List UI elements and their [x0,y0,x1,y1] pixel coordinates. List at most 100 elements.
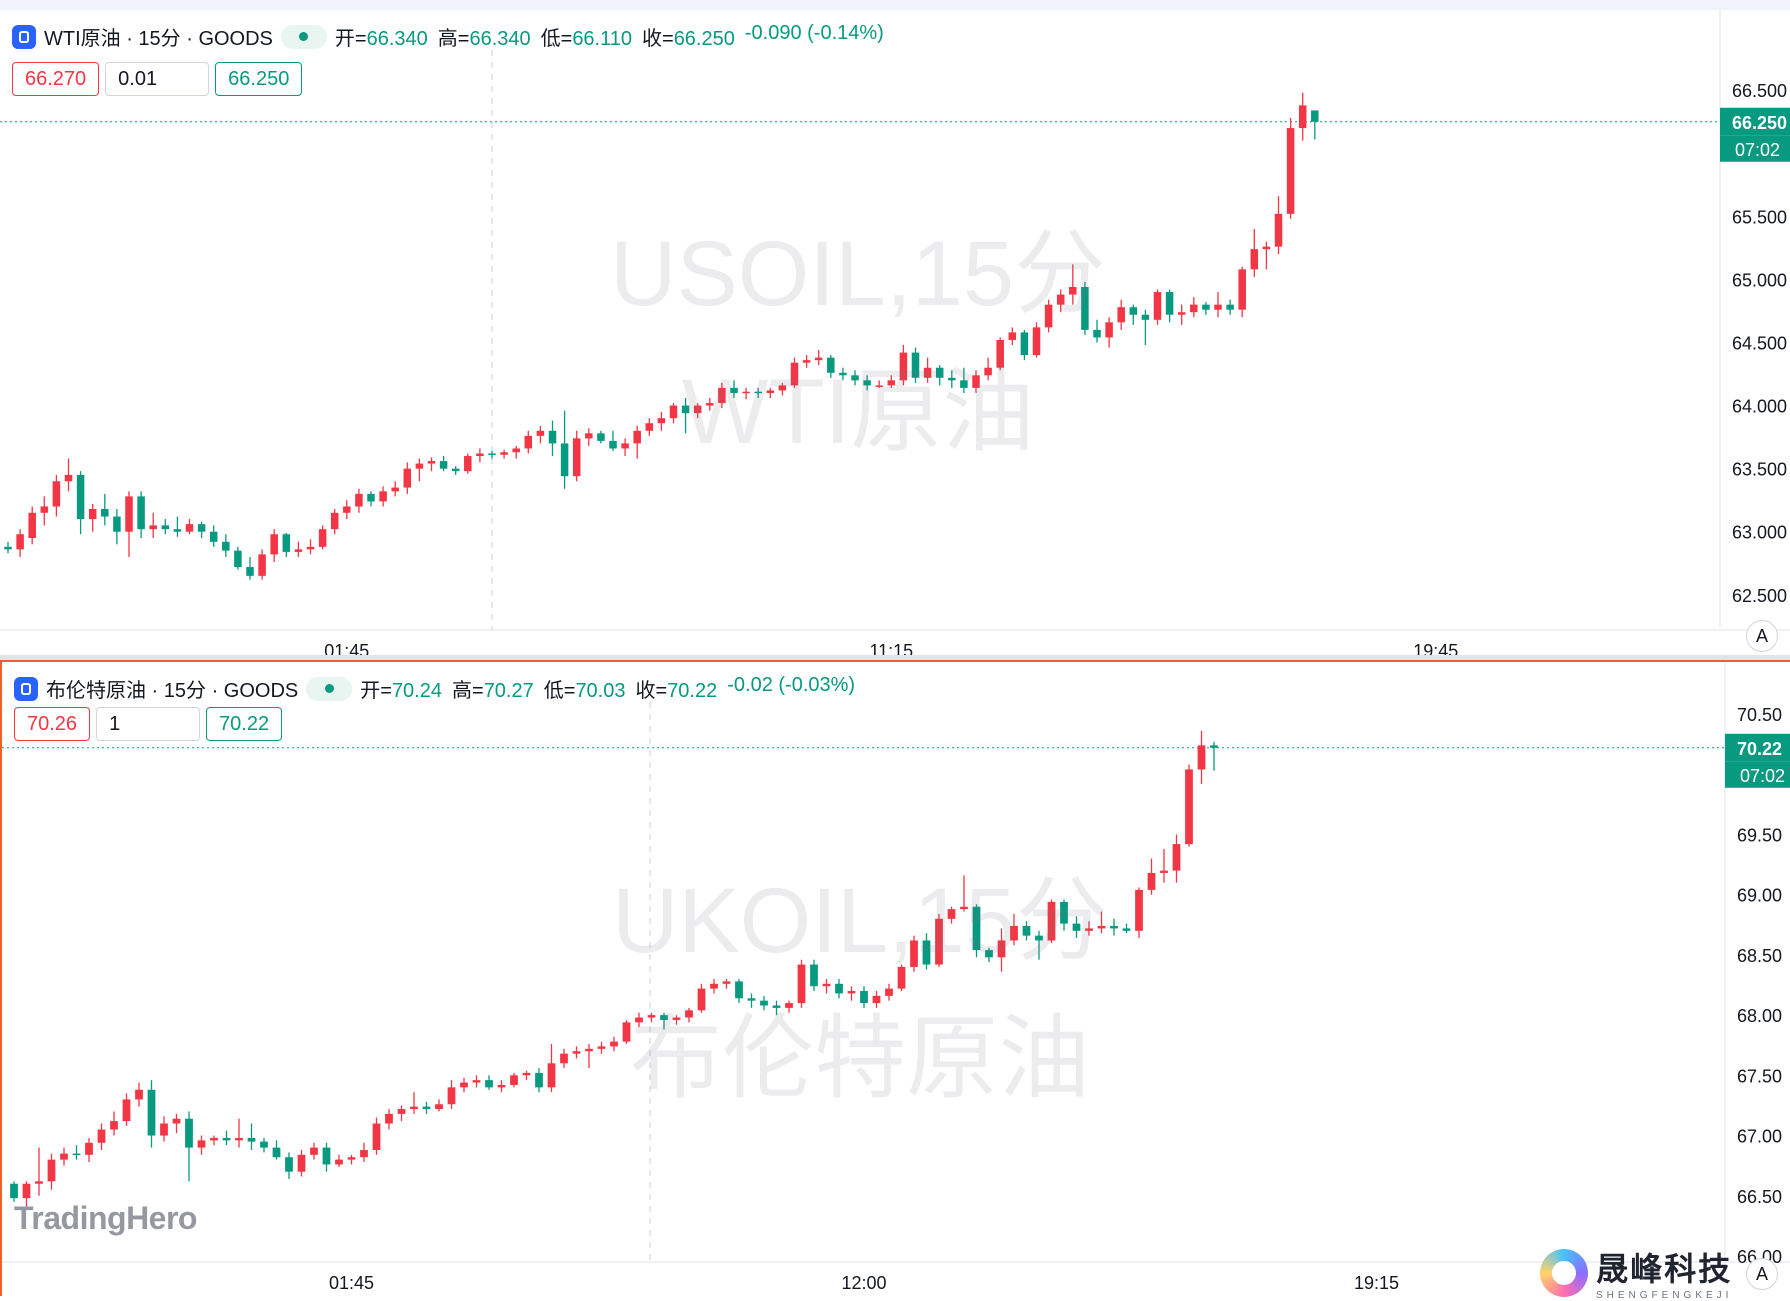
candle-body [197,524,206,532]
close-value: 70.22 [667,680,718,702]
buy-button[interactable]: 70.22 [206,707,283,741]
auto-scale-button[interactable]: A [1746,620,1778,652]
candle-body [422,1106,431,1110]
brent-chart-canvas[interactable]: 66.0066.5067.0067.5068.0068.5069.0069.50… [2,662,1790,1296]
quantity-input[interactable]: 0.01 [105,62,210,96]
candle-body [427,461,436,464]
candle-body [1056,294,1065,305]
candle-body [645,423,654,431]
symbol-lock-icon[interactable] [14,676,38,701]
candle-body [960,906,968,910]
candle-body [660,1015,668,1020]
candle-body [1060,901,1068,924]
candle-body [785,1003,793,1008]
brent-chart-pane[interactable]: 66.00 66.50 67.00 67.50 68.00 68.50 69.00 69.50… [0,660,1790,1296]
brent-watermark: UKOIL,15分 布伦特原油 [612,852,1108,1128]
candle-body [536,430,545,436]
candle-body [522,1072,531,1076]
sell-button[interactable]: 66.270 [12,62,100,96]
quantity-input[interactable]: 1 [96,707,201,741]
wti-chart-canvas[interactable]: 62.500 63.000 63.500 64.000 64.500 65.000 65.5… [0,10,1790,655]
candle-body [161,525,170,530]
candle-body [294,549,303,552]
pane-separator[interactable] [0,655,1790,660]
brent-ohlc: 开=70.24 高=70.27 低=70.03 收=70.22 -0.02 (-… [360,674,856,702]
candle-body [355,493,363,507]
candle-body [1147,873,1156,890]
candle-body [306,546,315,550]
candle-body [464,456,472,472]
sell-button[interactable]: 70.26 [14,707,91,741]
candle-body [310,1147,318,1155]
candle-body [535,1072,543,1088]
candle-body [222,541,230,551]
candle-body [1250,249,1259,270]
buy-button[interactable]: 66.250 [215,62,303,96]
candle-body [101,509,109,517]
candle-body [246,567,254,576]
brent-watermark-name: 布伦特原油 [629,1008,1090,1110]
candle-body [747,998,756,1001]
candle-body [282,534,291,552]
candle-body [1197,745,1206,770]
brent-trade-panel: 70.26 1 70.22 [14,707,283,741]
symbol-lock-icon[interactable] [12,24,36,49]
candle-body [693,405,702,414]
low-value: 66.110 [572,28,632,50]
candle-body [685,1010,693,1018]
brent-symbol-title[interactable]: 布伦特原油 · 15分 · GOODS [46,680,299,702]
price-axis-tick: 68.00 [1737,1006,1782,1026]
candle-body [1153,292,1162,320]
candle-body [730,387,738,393]
candle-body [1226,304,1234,310]
candle-body [585,433,593,439]
candle-body [1008,332,1017,340]
candle-body [415,463,424,469]
auto-scale-button[interactable]: A [1746,1258,1778,1290]
wti-chart-pane[interactable]: 62.500 63.000 63.500 64.000 64.500 65.000 65.5… [0,10,1790,655]
last-price-value: 70.22 [1737,739,1782,759]
candle-body [234,550,242,568]
wti-symbol-title[interactable]: WTI原油 · 15分 · GOODS [44,28,273,50]
candle-body [403,468,412,488]
shengfeng-logo: 晟峰科技 SHENGFENGKEJI [1540,1244,1732,1301]
candle-body [137,496,145,530]
candle-body [185,524,194,532]
candle-body [125,496,133,532]
candle-body [149,525,157,530]
candle-body [872,995,881,1004]
open-value: 66.340 [366,28,428,50]
candle-body [548,430,557,444]
candle-body [766,390,775,393]
high-value: 66.340 [469,28,531,50]
candle-body [681,405,690,414]
market-status-icon[interactable] [280,24,327,49]
wti-trade-panel: 66.270 0.01 66.250 [12,62,303,96]
candle-body [875,385,883,387]
candle-body [814,357,823,361]
candle-body [822,983,831,987]
brent-legend: 布伦特原油 · 15分 · GOODS 开=70.24 高=70.27 低=70… [14,674,855,703]
candle-body [1185,769,1193,845]
candle-body [742,391,750,394]
shengfeng-logo-icon [1540,1248,1588,1297]
candle-body [897,966,906,989]
price-axis-tick: 69.00 [1737,886,1782,906]
candle-body [1072,923,1081,931]
market-status-icon[interactable] [306,676,353,701]
candle-body [185,1118,193,1148]
candle-body [72,1153,81,1156]
candle-body [947,909,956,919]
candle-body [772,1005,781,1008]
candle-body [22,1183,31,1199]
candle-body [16,534,24,550]
candle-body [247,1137,256,1142]
candle-body [476,453,484,457]
candle-body [851,375,859,381]
candle-body [609,440,617,449]
price-axis-tick: 63.000 [1732,523,1787,543]
candle-body [488,453,496,455]
candle-body [35,1181,43,1184]
candle-body [372,1123,381,1150]
change-value: -0.090 (-0.14%) [744,22,884,44]
